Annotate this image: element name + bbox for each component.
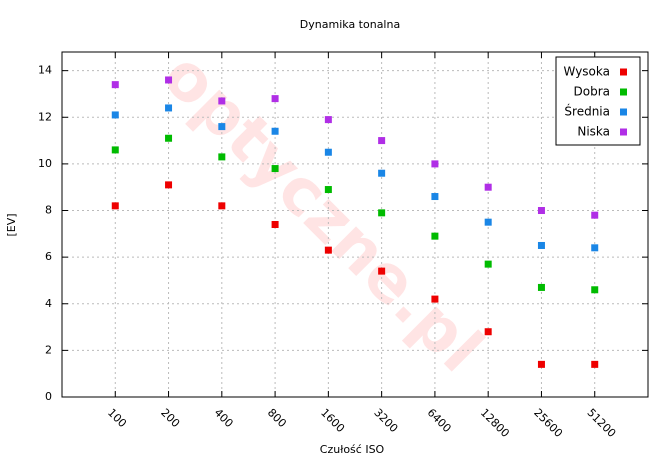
point — [484, 183, 492, 191]
point — [111, 81, 119, 89]
point — [591, 211, 599, 219]
point — [165, 76, 173, 84]
point — [378, 209, 386, 217]
legend-label: Niska — [577, 125, 610, 139]
y-tick-label: 4 — [45, 297, 52, 310]
y-axis-label: [EV] — [5, 213, 18, 236]
y-tick-label: 2 — [45, 343, 52, 356]
y-tick-label: 6 — [45, 250, 52, 263]
point — [324, 116, 332, 124]
point — [218, 97, 226, 105]
point — [324, 186, 332, 194]
point — [537, 241, 545, 249]
point — [431, 160, 439, 168]
legend-label: Dobra — [574, 85, 611, 99]
point — [271, 95, 279, 103]
point — [484, 218, 492, 226]
point — [324, 246, 332, 254]
point — [591, 286, 599, 294]
plot-frame — [61, 51, 649, 398]
legend-swatch — [620, 88, 627, 96]
point — [218, 202, 226, 210]
point — [378, 169, 386, 177]
point — [111, 202, 119, 210]
point — [484, 260, 492, 268]
y-tick-label: 0 — [45, 390, 52, 403]
legend-swatch — [620, 128, 627, 136]
y-tick-label: 8 — [45, 204, 52, 217]
point — [165, 181, 173, 189]
point — [271, 165, 279, 173]
legend-swatch — [620, 68, 627, 76]
point — [378, 267, 386, 275]
point — [165, 134, 173, 142]
point — [484, 328, 492, 336]
x-axis-label: Czułość ISO — [320, 443, 385, 456]
legend-swatch — [620, 108, 627, 116]
point — [218, 153, 226, 161]
y-tick-label: 10 — [38, 157, 52, 170]
point — [591, 360, 599, 368]
point — [378, 137, 386, 145]
point — [591, 244, 599, 252]
y-tick-label: 14 — [38, 64, 52, 77]
point — [324, 148, 332, 156]
legend-label: Wysoka — [564, 65, 610, 79]
point — [431, 193, 439, 201]
point — [431, 232, 439, 240]
point — [271, 127, 279, 135]
point — [431, 295, 439, 303]
point — [271, 221, 279, 228]
point — [111, 111, 119, 119]
legend-label: Średnia — [564, 104, 610, 119]
chart-title: Dynamika tonalna — [300, 18, 400, 31]
point — [537, 207, 545, 215]
point — [165, 104, 173, 112]
point — [537, 283, 545, 291]
y-tick-label: 12 — [38, 110, 52, 123]
point — [218, 123, 226, 131]
point — [537, 360, 545, 368]
point — [111, 146, 119, 154]
